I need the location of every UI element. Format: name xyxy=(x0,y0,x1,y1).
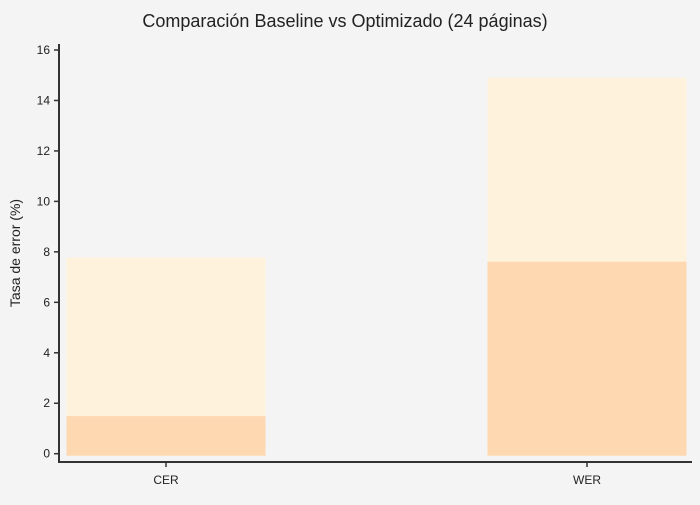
bar-cer-series-2 xyxy=(66,416,266,456)
y-tick-label: 2 xyxy=(43,396,50,410)
y-tick-label: 0 xyxy=(43,447,50,461)
y-tick-label: 6 xyxy=(43,295,50,309)
y-tick-label: 12 xyxy=(37,144,51,158)
x-tick-label: WER xyxy=(573,473,601,487)
x-axis: CER WER xyxy=(58,461,692,487)
y-tick-label: 8 xyxy=(43,245,50,259)
y-tick-label: 14 xyxy=(37,93,51,107)
y-tick-label: 16 xyxy=(37,43,51,57)
chart-title: Comparación Baseline vs Optimizado (24 p… xyxy=(142,11,547,31)
y-tick-label: 4 xyxy=(43,346,50,360)
y-axis-label: Tasa de error (%) xyxy=(7,199,23,307)
y-tick-label: 10 xyxy=(37,194,51,208)
y-axis: 0 2 4 6 8 10 12 14 16 xyxy=(37,43,60,462)
x-tick-label: CER xyxy=(153,473,179,487)
bar-wer-series-2 xyxy=(487,261,687,456)
bars-group xyxy=(66,77,687,456)
